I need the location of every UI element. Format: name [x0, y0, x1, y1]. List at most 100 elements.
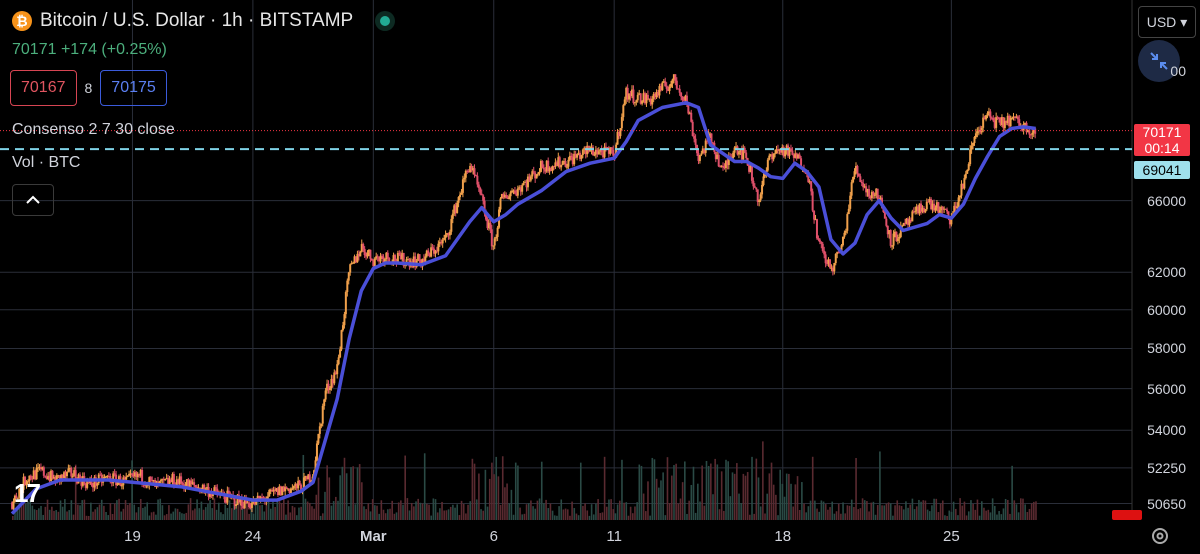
candle-body	[841, 236, 844, 246]
candle-body	[78, 474, 81, 479]
volume-bar	[684, 461, 686, 520]
candle-body	[857, 173, 860, 177]
volume-bar	[957, 515, 959, 520]
candle-body	[769, 154, 772, 156]
candle-body	[272, 489, 275, 492]
candle-body	[674, 74, 677, 81]
candle-body	[711, 142, 714, 144]
candle-body	[934, 207, 937, 211]
volume-bar	[902, 509, 905, 520]
candle-body	[966, 169, 969, 174]
candle-body	[617, 131, 620, 137]
indicator-legend[interactable]: Consenso 2 7 30 close	[12, 121, 175, 138]
volume-legend[interactable]: Vol · BTC	[12, 154, 81, 171]
candle-body	[63, 472, 66, 478]
candle-body	[914, 211, 917, 213]
candle-body	[657, 92, 660, 96]
volume-bar	[16, 510, 18, 520]
gear-icon[interactable]	[1150, 526, 1170, 546]
volume-bar	[389, 508, 391, 520]
sell-button[interactable]: 70167	[10, 70, 77, 106]
volume-bar	[382, 509, 385, 520]
candle-body	[261, 497, 264, 499]
volume-bar	[783, 496, 786, 520]
candle-body	[474, 175, 477, 177]
collapse-arrows-button[interactable]	[1138, 40, 1180, 82]
chart-title[interactable]: ₿ Bitcoin / U.S. Dollar · 1h · BITSTAMP	[12, 10, 396, 32]
volume-bar	[651, 457, 654, 520]
candle-body	[856, 166, 859, 174]
volume-bar	[889, 503, 892, 520]
volume-bar	[120, 511, 123, 520]
volume-bar	[31, 505, 34, 520]
volume-bar	[768, 473, 771, 520]
candle-body	[655, 92, 658, 98]
candle-body	[685, 95, 688, 105]
candle-body	[550, 168, 553, 171]
volume-bar	[491, 462, 493, 520]
candle-body	[771, 154, 774, 160]
candle-body	[719, 166, 722, 168]
candle-body	[412, 256, 415, 267]
chevron-down-icon: ▾	[1180, 13, 1188, 30]
volume-bar	[172, 511, 175, 520]
candle-body	[50, 470, 53, 482]
candle-body	[516, 188, 519, 196]
candle-body	[285, 487, 288, 489]
candle-body	[561, 161, 564, 166]
volume-bar	[1028, 508, 1031, 520]
candle-body	[899, 225, 902, 238]
volume-bar	[723, 510, 725, 520]
candle-body	[495, 236, 498, 239]
collapse-arrows-icon	[1150, 52, 1168, 70]
candle-body	[623, 99, 626, 106]
candle-body	[717, 154, 720, 167]
volume-bar	[824, 504, 827, 520]
currency-selector[interactable]: USD ▾	[1138, 6, 1196, 38]
buy-button[interactable]: 70175	[100, 70, 167, 106]
candle-body	[294, 483, 297, 487]
volume-bar	[829, 507, 831, 520]
volume-bar	[246, 498, 248, 520]
candle-body	[161, 478, 164, 481]
volume-bar	[976, 499, 979, 520]
candle-body	[636, 94, 639, 101]
candle-body	[797, 154, 800, 159]
collapse-legend-button[interactable]	[12, 184, 54, 216]
candle-body	[574, 153, 577, 158]
candle-body	[477, 184, 480, 188]
candle-body	[57, 475, 60, 477]
volume-bar	[178, 511, 181, 520]
candle-body	[544, 169, 547, 172]
candle-body	[120, 485, 123, 487]
candle-body	[71, 476, 74, 478]
candle-body	[917, 206, 920, 214]
volume-bar	[755, 458, 758, 520]
volume-bar	[638, 464, 641, 520]
candle-body	[960, 183, 963, 196]
candle-body	[428, 253, 431, 257]
candle-body	[269, 489, 272, 491]
candle-body	[32, 470, 35, 480]
candle-body	[850, 182, 853, 196]
candle-body	[370, 258, 373, 261]
candle-body	[117, 476, 120, 481]
candle-body	[927, 201, 930, 203]
candle-body	[1009, 118, 1012, 127]
candle-body	[778, 149, 781, 151]
volume-bar	[931, 505, 933, 520]
tradingview-logo[interactable]: 17	[14, 478, 41, 508]
volume-bar	[751, 456, 753, 520]
candle-body	[662, 81, 665, 83]
candle-body	[727, 156, 730, 165]
candle-body	[560, 165, 563, 168]
volume-bar	[35, 510, 38, 520]
volume-bar	[991, 498, 994, 520]
volume-bar	[157, 499, 159, 520]
candle-body	[278, 486, 281, 495]
candle-body	[820, 242, 823, 244]
candle-body	[948, 218, 951, 225]
candle-body	[336, 364, 339, 375]
volume-bar	[452, 504, 454, 520]
